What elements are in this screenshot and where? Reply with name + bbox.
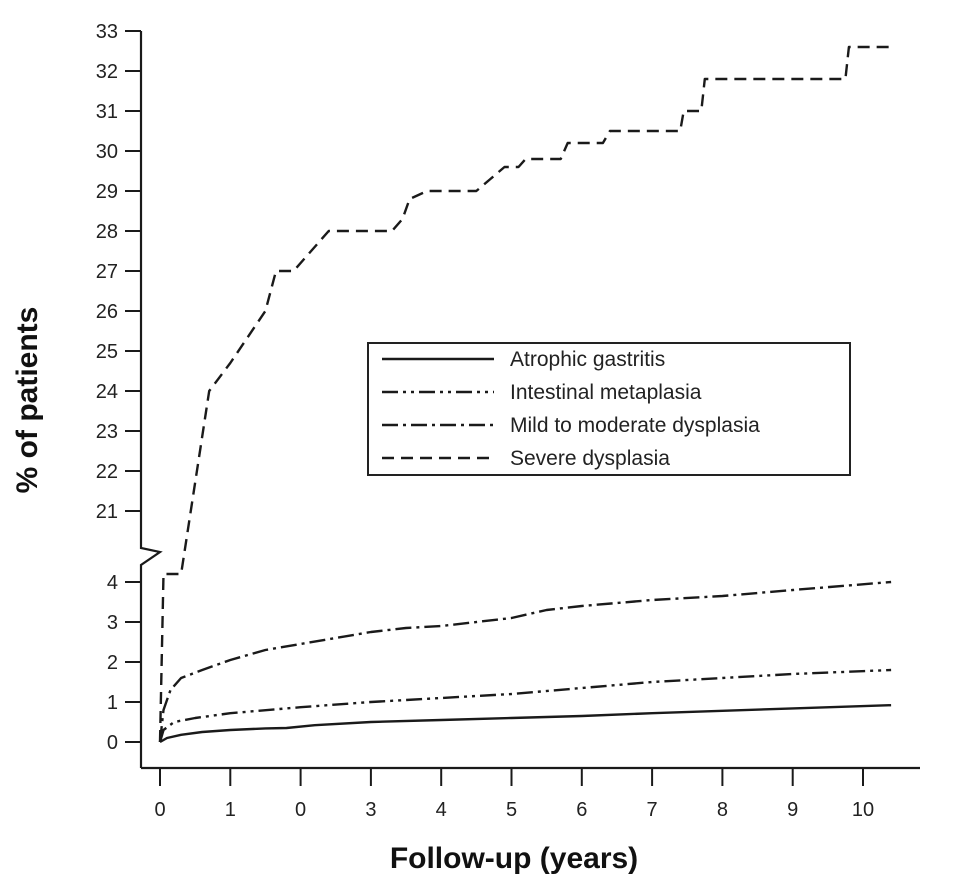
x-tick-label: 3 (365, 799, 376, 821)
x-tick-label: 9 (787, 799, 798, 821)
y-tick-label: 0 (107, 732, 118, 754)
x-tick-label: 6 (576, 799, 587, 821)
y-tick-label: 29 (96, 181, 118, 203)
x-tick-label: 1 (225, 799, 236, 821)
legend-label-mild-to-moderate-dysplasia: Mild to moderate dysplasia (510, 414, 760, 437)
series-line-mild-to-moderate-dysplasia (158, 580, 892, 743)
y-tick-label: 27 (96, 261, 118, 283)
x-axis-ticks: 0 1 0 3 4 5 6 7 8 9 10 (154, 768, 874, 821)
legend: Atrophic gastritis Intestinal metaplasia M… (367, 342, 851, 476)
y-tick-label: 33 (96, 21, 118, 43)
y-tick-label: 22 (96, 461, 118, 483)
y-tick-label: 1 (107, 692, 118, 714)
y-tick-label: 26 (96, 301, 118, 323)
x-tick-label: 10 (852, 799, 874, 821)
y-tick-label: 23 (96, 421, 118, 443)
y-tick-label: 21 (96, 501, 118, 523)
x-tick-label: 7 (647, 799, 658, 821)
series-line-severe-dysplasia (158, 45, 892, 743)
series-line-intestinal-metaplasia (158, 668, 892, 743)
x-axis-title: Follow-up (years) (390, 842, 638, 875)
y-tick-label: 30 (96, 141, 118, 163)
series-line-atrophic-gastritis (159, 704, 892, 744)
x-tick-label: 4 (436, 799, 447, 821)
y-axis-line (139, 31, 163, 768)
y-tick-label: 31 (96, 101, 118, 123)
y-tick-label: 32 (96, 61, 118, 83)
y-tick-label: 25 (96, 341, 118, 363)
legend-box (367, 342, 851, 476)
y-tick-label: 2 (107, 652, 118, 674)
x-tick-label: 8 (717, 799, 728, 821)
series-lines (158, 45, 892, 744)
y-tick-label: 24 (96, 381, 118, 403)
x-tick-label: 0 (295, 799, 306, 821)
legend-label-intestinal-metaplasia: Intestinal metaplasia (510, 381, 702, 404)
x-tick-label: 0 (154, 799, 165, 821)
y-tick-label: 3 (107, 612, 118, 634)
y-axis-title: % of patients (11, 307, 44, 494)
axes (139, 31, 920, 770)
y-tick-label: 28 (96, 221, 118, 243)
legend-label-atrophic-gastritis: Atrophic gastritis (510, 348, 665, 371)
legend-label-severe-dysplasia: Severe dysplasia (510, 447, 670, 470)
x-tick-label: 5 (506, 799, 517, 821)
y-tick-label: 4 (107, 572, 118, 594)
